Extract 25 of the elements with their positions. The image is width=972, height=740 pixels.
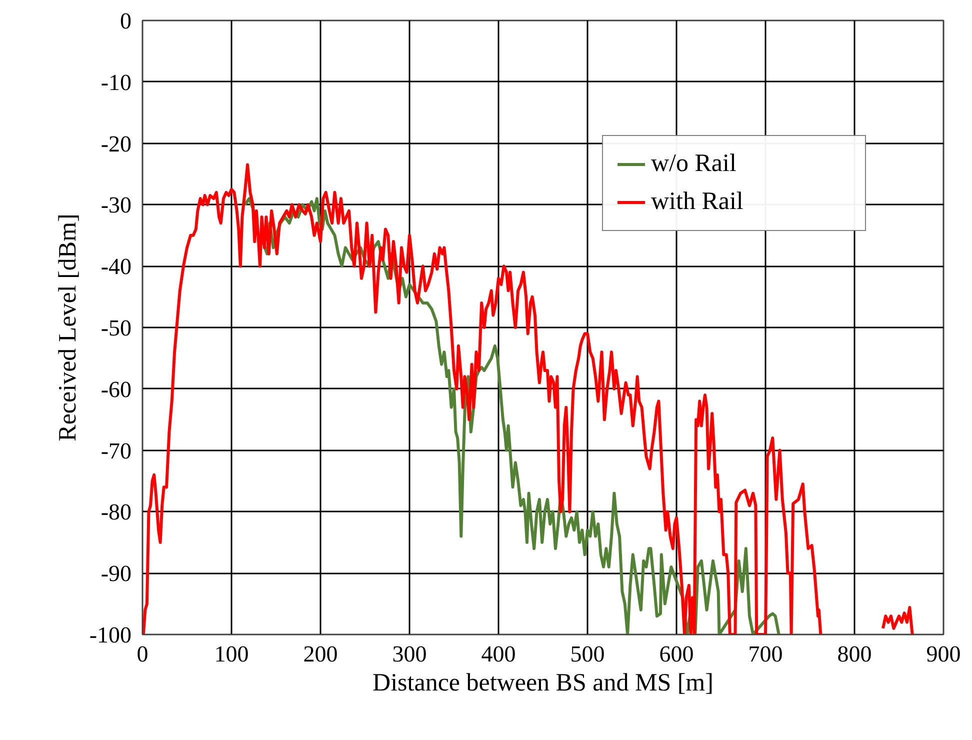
y-tick-label: -90 bbox=[100, 561, 132, 586]
y-tick-label: -80 bbox=[100, 500, 132, 525]
x-axis-title: Distance between BS and MS [m] bbox=[372, 670, 714, 696]
y-tick-label: -70 bbox=[100, 438, 132, 464]
x-tick-label: 400 bbox=[481, 642, 516, 666]
x-tick-label: 0 bbox=[136, 642, 148, 666]
x-tick-label: 300 bbox=[392, 642, 427, 666]
x-tick-label: 900 bbox=[926, 642, 961, 666]
y-tick-label: -10 bbox=[100, 70, 132, 95]
x-tick-label: 200 bbox=[303, 642, 338, 666]
legend-label: with Rail bbox=[651, 188, 744, 216]
x-tick-label: 100 bbox=[214, 642, 249, 666]
y-tick-label: 0 bbox=[120, 8, 132, 34]
y-tick-label: -40 bbox=[100, 254, 132, 280]
y-tick-label: -50 bbox=[100, 316, 132, 340]
y-tick-label: -60 bbox=[100, 376, 132, 402]
y-axis-title: Received Level [dBm] bbox=[54, 214, 82, 442]
x-tick-label: 700 bbox=[748, 642, 783, 666]
legend-label: w/o Rail bbox=[651, 150, 738, 178]
y-tick-label: -30 bbox=[100, 192, 132, 218]
x-tick-label: 500 bbox=[570, 642, 605, 666]
x-tick-label: 800 bbox=[837, 642, 872, 666]
x-tick-label: 600 bbox=[659, 642, 694, 666]
y-tick-label: -20 bbox=[100, 131, 132, 156]
y-tick-label: -100 bbox=[89, 622, 132, 648]
